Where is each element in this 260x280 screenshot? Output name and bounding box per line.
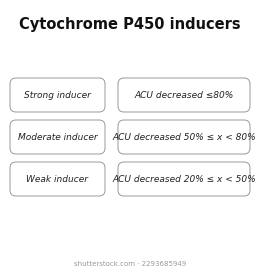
FancyBboxPatch shape: [118, 120, 250, 154]
Text: Cytochrome P450 inducers: Cytochrome P450 inducers: [19, 17, 241, 32]
Text: ACU decreased 20% ≤ x < 50%: ACU decreased 20% ≤ x < 50%: [112, 174, 256, 183]
Text: ACU decreased 50% ≤ x < 80%: ACU decreased 50% ≤ x < 80%: [112, 132, 256, 141]
FancyBboxPatch shape: [118, 78, 250, 112]
Text: Strong inducer: Strong inducer: [24, 90, 91, 99]
FancyBboxPatch shape: [118, 162, 250, 196]
Text: Weak inducer: Weak inducer: [27, 174, 88, 183]
FancyBboxPatch shape: [10, 120, 105, 154]
Text: Moderate inducer: Moderate inducer: [18, 132, 97, 141]
Text: ACU decreased ≤80%: ACU decreased ≤80%: [134, 90, 234, 99]
Text: shutterstock.com · 2293685949: shutterstock.com · 2293685949: [74, 261, 186, 267]
FancyBboxPatch shape: [10, 162, 105, 196]
FancyBboxPatch shape: [10, 78, 105, 112]
